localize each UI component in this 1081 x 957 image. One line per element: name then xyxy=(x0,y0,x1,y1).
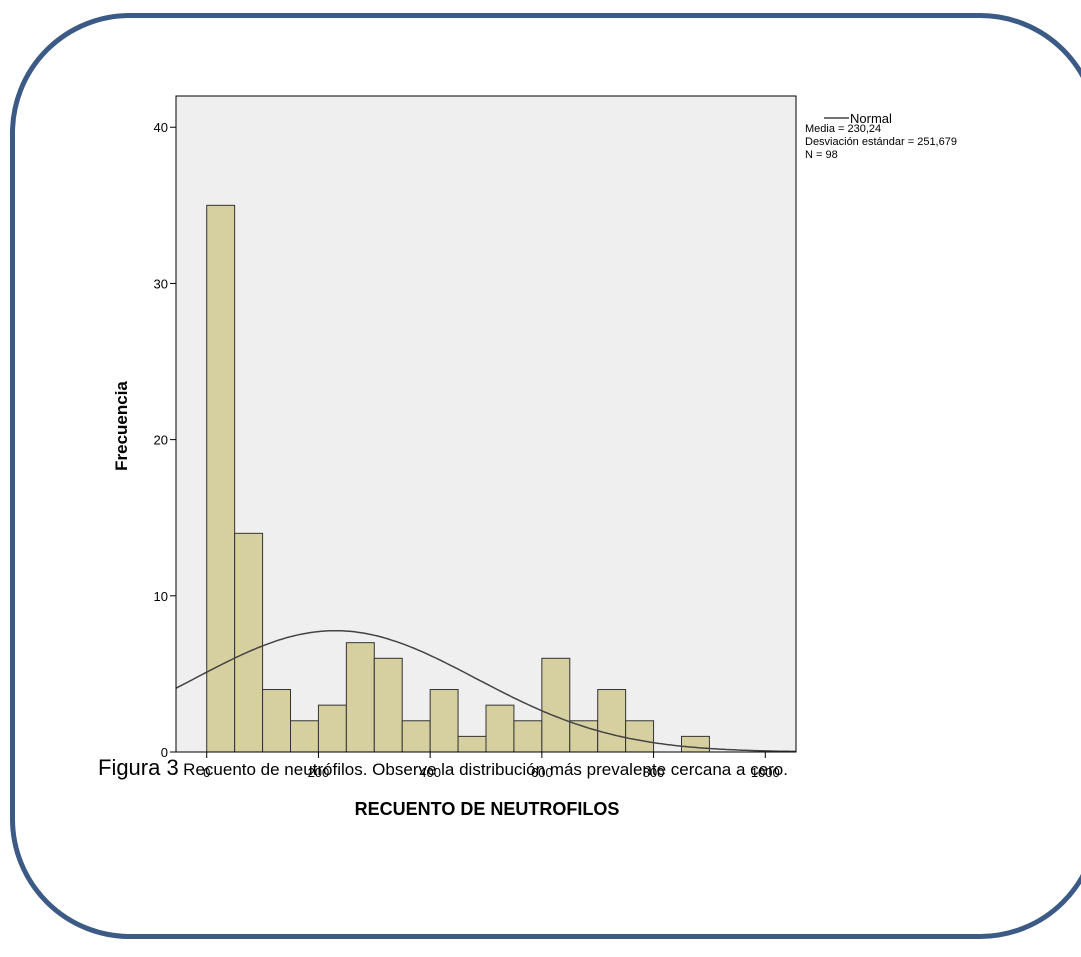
y-tick-label: 20 xyxy=(154,433,168,448)
y-axis: 0 10 20 30 40 xyxy=(154,120,176,760)
y-tick-label: 40 xyxy=(154,120,168,135)
histogram-bar xyxy=(680,735,710,753)
x-axis: 0 200 400 600 800 1000 xyxy=(203,752,780,780)
legend: Normal Media = 230,24 Desviación estánda… xyxy=(805,111,957,161)
histogram-bar xyxy=(597,689,627,753)
histogram-bar xyxy=(625,720,655,753)
histogram-bar xyxy=(262,689,292,753)
y-axis-label: Frecuencia xyxy=(112,381,131,471)
x-tick-label: 600 xyxy=(531,765,553,780)
histogram-bar xyxy=(234,532,264,753)
y-tick-label: 0 xyxy=(161,745,168,760)
histogram-bar xyxy=(373,657,403,753)
histogram-bar xyxy=(401,720,431,753)
x-axis-label: RECUENTO DE NEUTROFILOS xyxy=(355,799,620,819)
x-tick-label: 0 xyxy=(203,765,210,780)
histogram-bar xyxy=(345,642,375,753)
histogram-bar xyxy=(317,704,347,753)
legend-stat-mean: Media = 230,24 xyxy=(805,123,881,135)
x-tick-label: 800 xyxy=(643,765,665,780)
histogram-bar xyxy=(290,720,319,753)
plot-area xyxy=(176,96,796,752)
y-tick-label: 10 xyxy=(154,589,168,604)
legend-series-name: Normal xyxy=(850,111,892,126)
y-tick-label: 30 xyxy=(154,276,168,291)
histogram-bar xyxy=(429,689,459,753)
figure-caption: Figura 3 Recuento de neutrófilos. Observ… xyxy=(98,755,788,781)
x-tick-label: 400 xyxy=(419,765,441,780)
legend-stat-sd: Desviación estándar = 251,679 xyxy=(805,136,957,148)
histogram-bar xyxy=(485,704,515,753)
histogram-bar xyxy=(541,657,571,753)
legend-stat-n: N = 98 xyxy=(805,149,838,161)
normal-curve xyxy=(175,629,796,753)
x-tick-label: 1000 xyxy=(751,765,780,780)
histogram-bar xyxy=(513,720,543,753)
histogram-bar xyxy=(569,720,599,753)
histogram-bar xyxy=(457,735,487,753)
caption-label: Figura 3 xyxy=(98,755,179,780)
x-tick-label: 200 xyxy=(308,765,330,780)
plot-border xyxy=(175,95,797,753)
caption-text: Recuento de neutrófilos. Observe la dist… xyxy=(183,760,788,779)
